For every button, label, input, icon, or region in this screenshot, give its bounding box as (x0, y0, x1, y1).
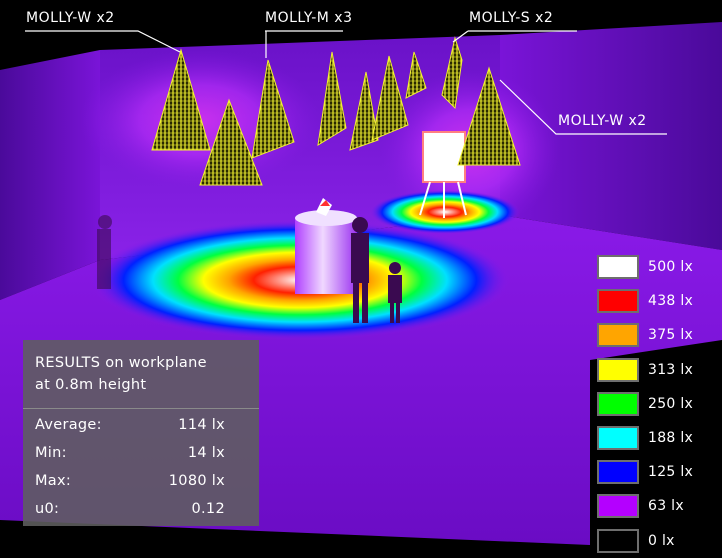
easel-board (422, 131, 466, 183)
callout-leaders (25, 30, 667, 135)
results-row-value: 14 lx (187, 445, 225, 461)
callout-molly-w-right: MOLLY-W x2 (558, 113, 647, 129)
legend-row: 0 lx (597, 524, 693, 558)
results-row: u0: 0.12 (23, 495, 259, 523)
callout-molly-s: MOLLY-S x2 (469, 10, 554, 26)
legend-label: 438 lx (648, 293, 694, 310)
legend-label: 125 lx (648, 464, 694, 481)
visitor-silhouettes (97, 215, 402, 323)
legend-swatch (597, 289, 639, 314)
callout-molly-w-left: MOLLY-W x2 (26, 10, 115, 26)
results-title-line1: RESULTS on workplane (35, 355, 207, 371)
results-row-value: 0.12 (191, 501, 225, 517)
legend-row: 313 lx (597, 353, 693, 387)
results-row: Min: 14 lx (23, 439, 259, 467)
legend-row: 125 lx (597, 455, 693, 489)
results-row-value: 1080 lx (168, 473, 225, 489)
left-wall (0, 50, 100, 300)
legend-swatch (597, 391, 639, 416)
legend-label: 188 lx (648, 430, 694, 447)
results-row: Max: 1080 lx (23, 467, 259, 495)
legend-row: 375 lx (597, 318, 693, 352)
legend-swatch (597, 255, 639, 280)
results-row-label: Min: (35, 445, 67, 461)
callout-molly-m: MOLLY-M x3 (265, 10, 353, 26)
results-title-line2: at 0.8m height (35, 377, 147, 393)
results-row-label: Max: (35, 473, 72, 489)
legend-swatch (597, 494, 639, 519)
pedestal-top (295, 210, 357, 226)
legend-swatch (597, 460, 639, 485)
legend-swatch (597, 528, 639, 553)
legend-row: 188 lx (597, 421, 693, 455)
legend-row: 500 lx (597, 250, 693, 284)
illuminance-legend: 500 lx 438 lx 375 lx 313 lx 250 lx 188 lx 125 … (597, 250, 693, 558)
results-row-label: Average: (35, 417, 102, 433)
results-row-label: u0: (35, 501, 60, 517)
pendant-fixtures (151, 36, 521, 186)
results-row-value: 114 lx (178, 417, 225, 433)
legend-row: 438 lx (597, 284, 693, 318)
exhibit-object (316, 198, 332, 216)
legend-swatch (597, 323, 639, 348)
pedestal (295, 218, 357, 294)
results-row: Average: 114 lx (23, 411, 259, 439)
right-wall (500, 22, 722, 250)
legend-label: 375 lx (648, 327, 694, 344)
legend-label: 63 lx (648, 498, 684, 515)
legend-row: 63 lx (597, 489, 693, 523)
results-title: RESULTS on workplane at 0.8m height (23, 340, 259, 408)
results-panel: RESULTS on workplane at 0.8m height Aver… (23, 340, 259, 526)
legend-swatch (597, 426, 639, 451)
legend-label: 500 lx (648, 259, 694, 276)
legend-swatch (597, 357, 639, 382)
legend-label: 313 lx (648, 361, 694, 378)
legend-label: 0 lx (648, 532, 675, 549)
legend-row: 250 lx (597, 387, 693, 421)
results-table: Average: 114 lx Min: 14 lx Max: 1080 lx u0: 0.1… (23, 408, 259, 523)
legend-label: 250 lx (648, 395, 694, 412)
